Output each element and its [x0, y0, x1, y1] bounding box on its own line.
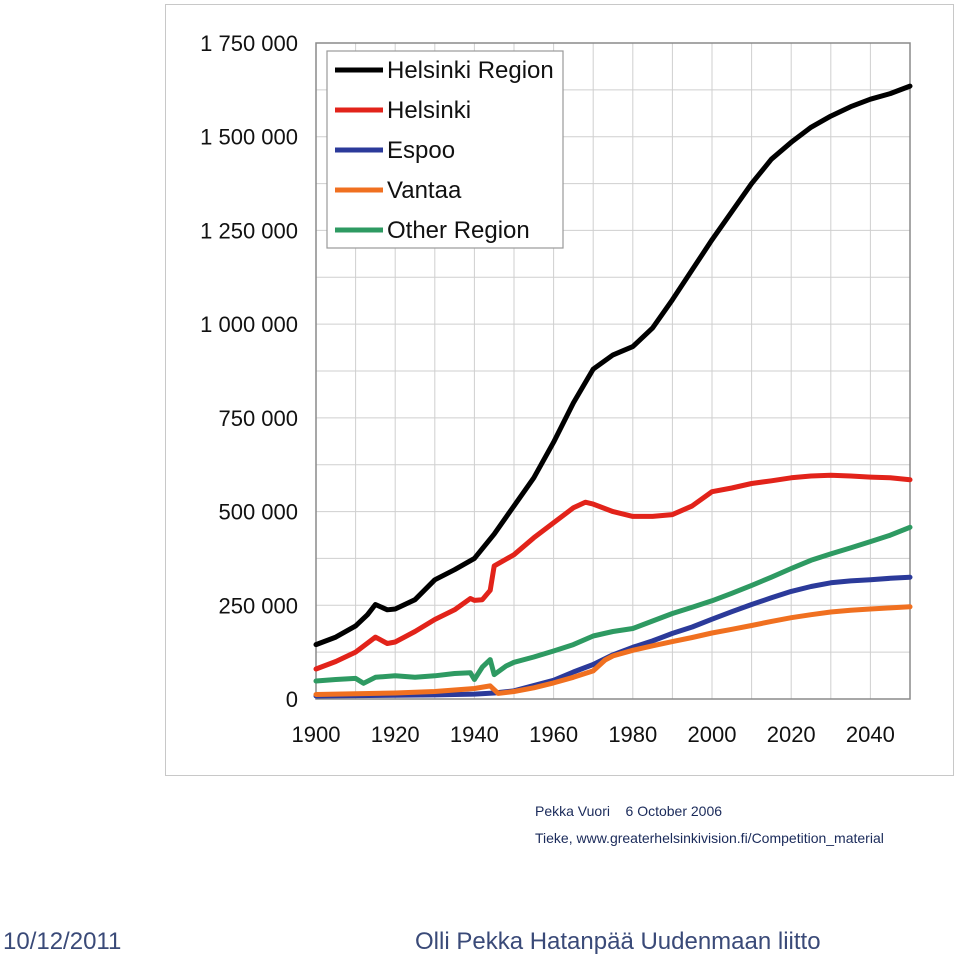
legend-label-espoo: Espoo — [387, 137, 455, 164]
plot-area-border — [315, 42, 911, 700]
y-tick-label: 1 000 000 — [200, 312, 298, 337]
chart-frame: 0 250 000 500 000 750 000 1 000 000 1 250 000… — [165, 4, 954, 776]
y-tick-label: 750 000 — [218, 406, 298, 431]
population-line-chart: 0 250 000 500 000 750 000 1 000 000 1 250 000… — [200, 31, 913, 747]
x-tick-label: 2040 — [846, 722, 895, 747]
legend: Helsinki Region Helsinki Espoo Vantaa Other … — [326, 50, 564, 249]
credit-line-1: Pekka Vuori 6 October 2006 — [535, 803, 722, 819]
x-tick-label: 1980 — [608, 722, 657, 747]
x-tick-label: 1960 — [529, 722, 578, 747]
series-line-helsinki — [313, 472, 913, 672]
legend-label-vantaa: Vantaa — [387, 177, 462, 204]
series-line-helsinki-region — [313, 83, 913, 648]
y-tick-label: 1 250 000 — [200, 218, 298, 243]
legend-label-helsinki: Helsinki — [387, 97, 471, 124]
footer-date: 10/12/2011 — [3, 928, 122, 955]
footer-presenter: Olli Pekka Hatanpää Uudenmaan liitto — [415, 928, 821, 955]
y-tick-label: 1 750 000 — [200, 31, 298, 56]
series-lines — [313, 83, 913, 699]
y-tick-label: 500 000 — [218, 500, 298, 525]
x-tick-label: 1940 — [450, 722, 499, 747]
y-tick-label: 0 — [286, 687, 298, 712]
x-tick-label: 2000 — [688, 722, 737, 747]
legend-label-other-region: Other Region — [387, 217, 530, 244]
y-tick-label: 250 000 — [218, 593, 298, 618]
x-tick-label: 1920 — [371, 722, 420, 747]
x-tick-label: 1900 — [292, 722, 341, 747]
axes: 0 250 000 500 000 750 000 1 000 000 1 250 000… — [200, 31, 911, 747]
series-line-vantaa — [313, 604, 913, 697]
credit-author: Pekka Vuori — [535, 803, 610, 819]
legend-label-helsinki-region: Helsinki Region — [387, 57, 554, 84]
series-line-espoo — [313, 574, 913, 699]
credit-source: Tieke, www.greaterhelsinkivision.fi/Comp… — [535, 830, 884, 846]
series-line-other-region — [313, 524, 913, 686]
credit-date: 6 October 2006 — [625, 803, 723, 819]
y-tick-label: 1 500 000 — [200, 125, 298, 150]
x-tick-label: 2020 — [767, 722, 816, 747]
